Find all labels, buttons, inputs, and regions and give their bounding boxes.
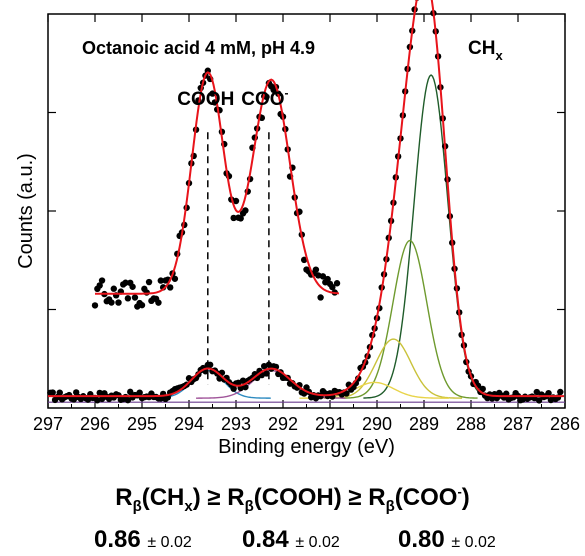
inset-data-point [324,275,331,283]
data-point [479,385,486,393]
x-tick-label: 294 [174,414,204,434]
ratio-coo: 0.80 ± 0.02 [398,526,496,554]
inset-fit-line [95,71,340,295]
inset-data-point [232,197,240,205]
formula-chx: CH [149,484,185,511]
x-tick-label: 295 [127,414,157,434]
data-point [533,388,540,396]
inset-data-point [167,284,174,291]
data-point [263,370,270,377]
inset-data-point [237,215,244,222]
ratio-cooh-error: ± 0.02 [295,534,340,551]
ratio-chx-value: 0.86 [94,526,141,553]
x-tick-label: 286 [550,414,580,434]
x-tick-label: 289 [409,414,439,434]
inset-data-point [98,277,106,284]
data-points [47,0,564,404]
formula-r1: R [115,484,133,511]
inset-data-point [145,278,153,286]
inset-data-point [319,273,327,280]
ratio-cooh: 0.84 ± 0.02 [242,526,340,554]
ratio-coo-error: ± 0.02 [451,534,496,551]
coo-label-sup: - [285,86,289,100]
chx-label-text: CH [468,38,495,59]
inset-data-point [110,285,118,292]
envelope-fit-line [48,0,565,398]
formula-r2: R [227,484,245,511]
formula-r3: R [368,484,386,511]
peak-chx-main [363,74,499,399]
peak-chx-second [342,239,478,399]
coo-label-text: COO [241,89,284,110]
formula-cooh: COOH [261,484,334,511]
data-point [545,389,552,397]
ratio-cooh-value: 0.84 [242,526,289,553]
formula-ge2: ≥ [348,484,362,511]
inset-data-point [131,294,139,301]
y-axis-label: Counts (a.u.) [15,153,37,269]
x-axis: 297 296 295 294 293 292 291 290 289 288 287 286 [33,14,580,434]
data-point [239,377,247,384]
formula-beta1: β [132,497,142,515]
inset-data-point [312,266,320,273]
data-point [535,397,543,404]
x-tick-label: 297 [33,414,63,434]
data-point [49,389,56,396]
x-tick-label: 288 [456,414,486,434]
data-point [557,388,564,396]
formula-beta2: β [244,497,254,515]
formula-ge1: ≥ [207,484,221,511]
cooh-label: COOH [177,89,234,110]
inset-data-point [329,283,336,291]
xps-chart: 297 296 295 294 293 292 291 290 289 288 287 286 Bind… [15,0,580,458]
ratio-formula: Rβ(CHx) ≥ Rβ(COOH) ≥ Rβ(COO-) [115,484,470,515]
formula-chx-sub: x [184,497,193,515]
inset-data-point [171,275,179,282]
x-tick-label: 296 [80,414,110,434]
ratio-chx-error: ± 0.02 [147,534,192,551]
inset-data-point [300,256,308,264]
data-point [56,389,63,396]
ratio-values: 0.86 ± 0.02 0.84 ± 0.02 0.80 ± 0.02 [0,526,585,556]
inset-data-point [96,282,103,289]
data-point [96,389,103,397]
data-point [127,388,134,396]
inset-data-point [129,283,136,290]
data-point [230,385,237,392]
plot-area: 297 296 295 294 293 292 291 290 289 288 287 286 Bind… [15,0,580,458]
inset-data-point [91,302,99,309]
inset-data-point [317,294,324,301]
x-tick-label: 290 [362,414,392,434]
chx-label-sub: x [495,48,503,63]
ratio-chx: 0.86 ± 0.02 [94,526,192,554]
data-point [136,389,143,396]
x-axis-label: Binding energy (eV) [218,436,395,458]
inset-data-point [122,279,129,286]
inset-data-point [263,93,270,101]
data-point [124,396,132,404]
inset-data-point [115,299,122,306]
inset-data-point [124,295,132,302]
x-tick-label: 292 [268,414,298,434]
plot-frame [47,13,566,409]
inset-data-point [155,299,162,306]
inset-data-point [230,214,237,222]
formula-coo-sup: - [457,484,462,499]
x-tick-label: 291 [315,414,345,434]
formula-beta3: β [385,497,395,515]
data-point [343,390,350,397]
formula-coo: COO [402,484,458,511]
chx-label: CHx [468,38,503,63]
x-tick-label: 287 [503,414,533,434]
inset-data-point [157,277,164,284]
chart-title: Octanoic acid 4 mM, pH 4.9 [82,38,315,58]
x-tick-label: 293 [221,414,251,434]
inset-data-point [333,280,341,287]
inset-data-point [138,301,146,309]
ratio-coo-value: 0.80 [398,526,445,553]
inset-data-point [108,299,115,306]
inset-data-point [242,207,249,214]
coo-label: COO- [241,86,288,110]
